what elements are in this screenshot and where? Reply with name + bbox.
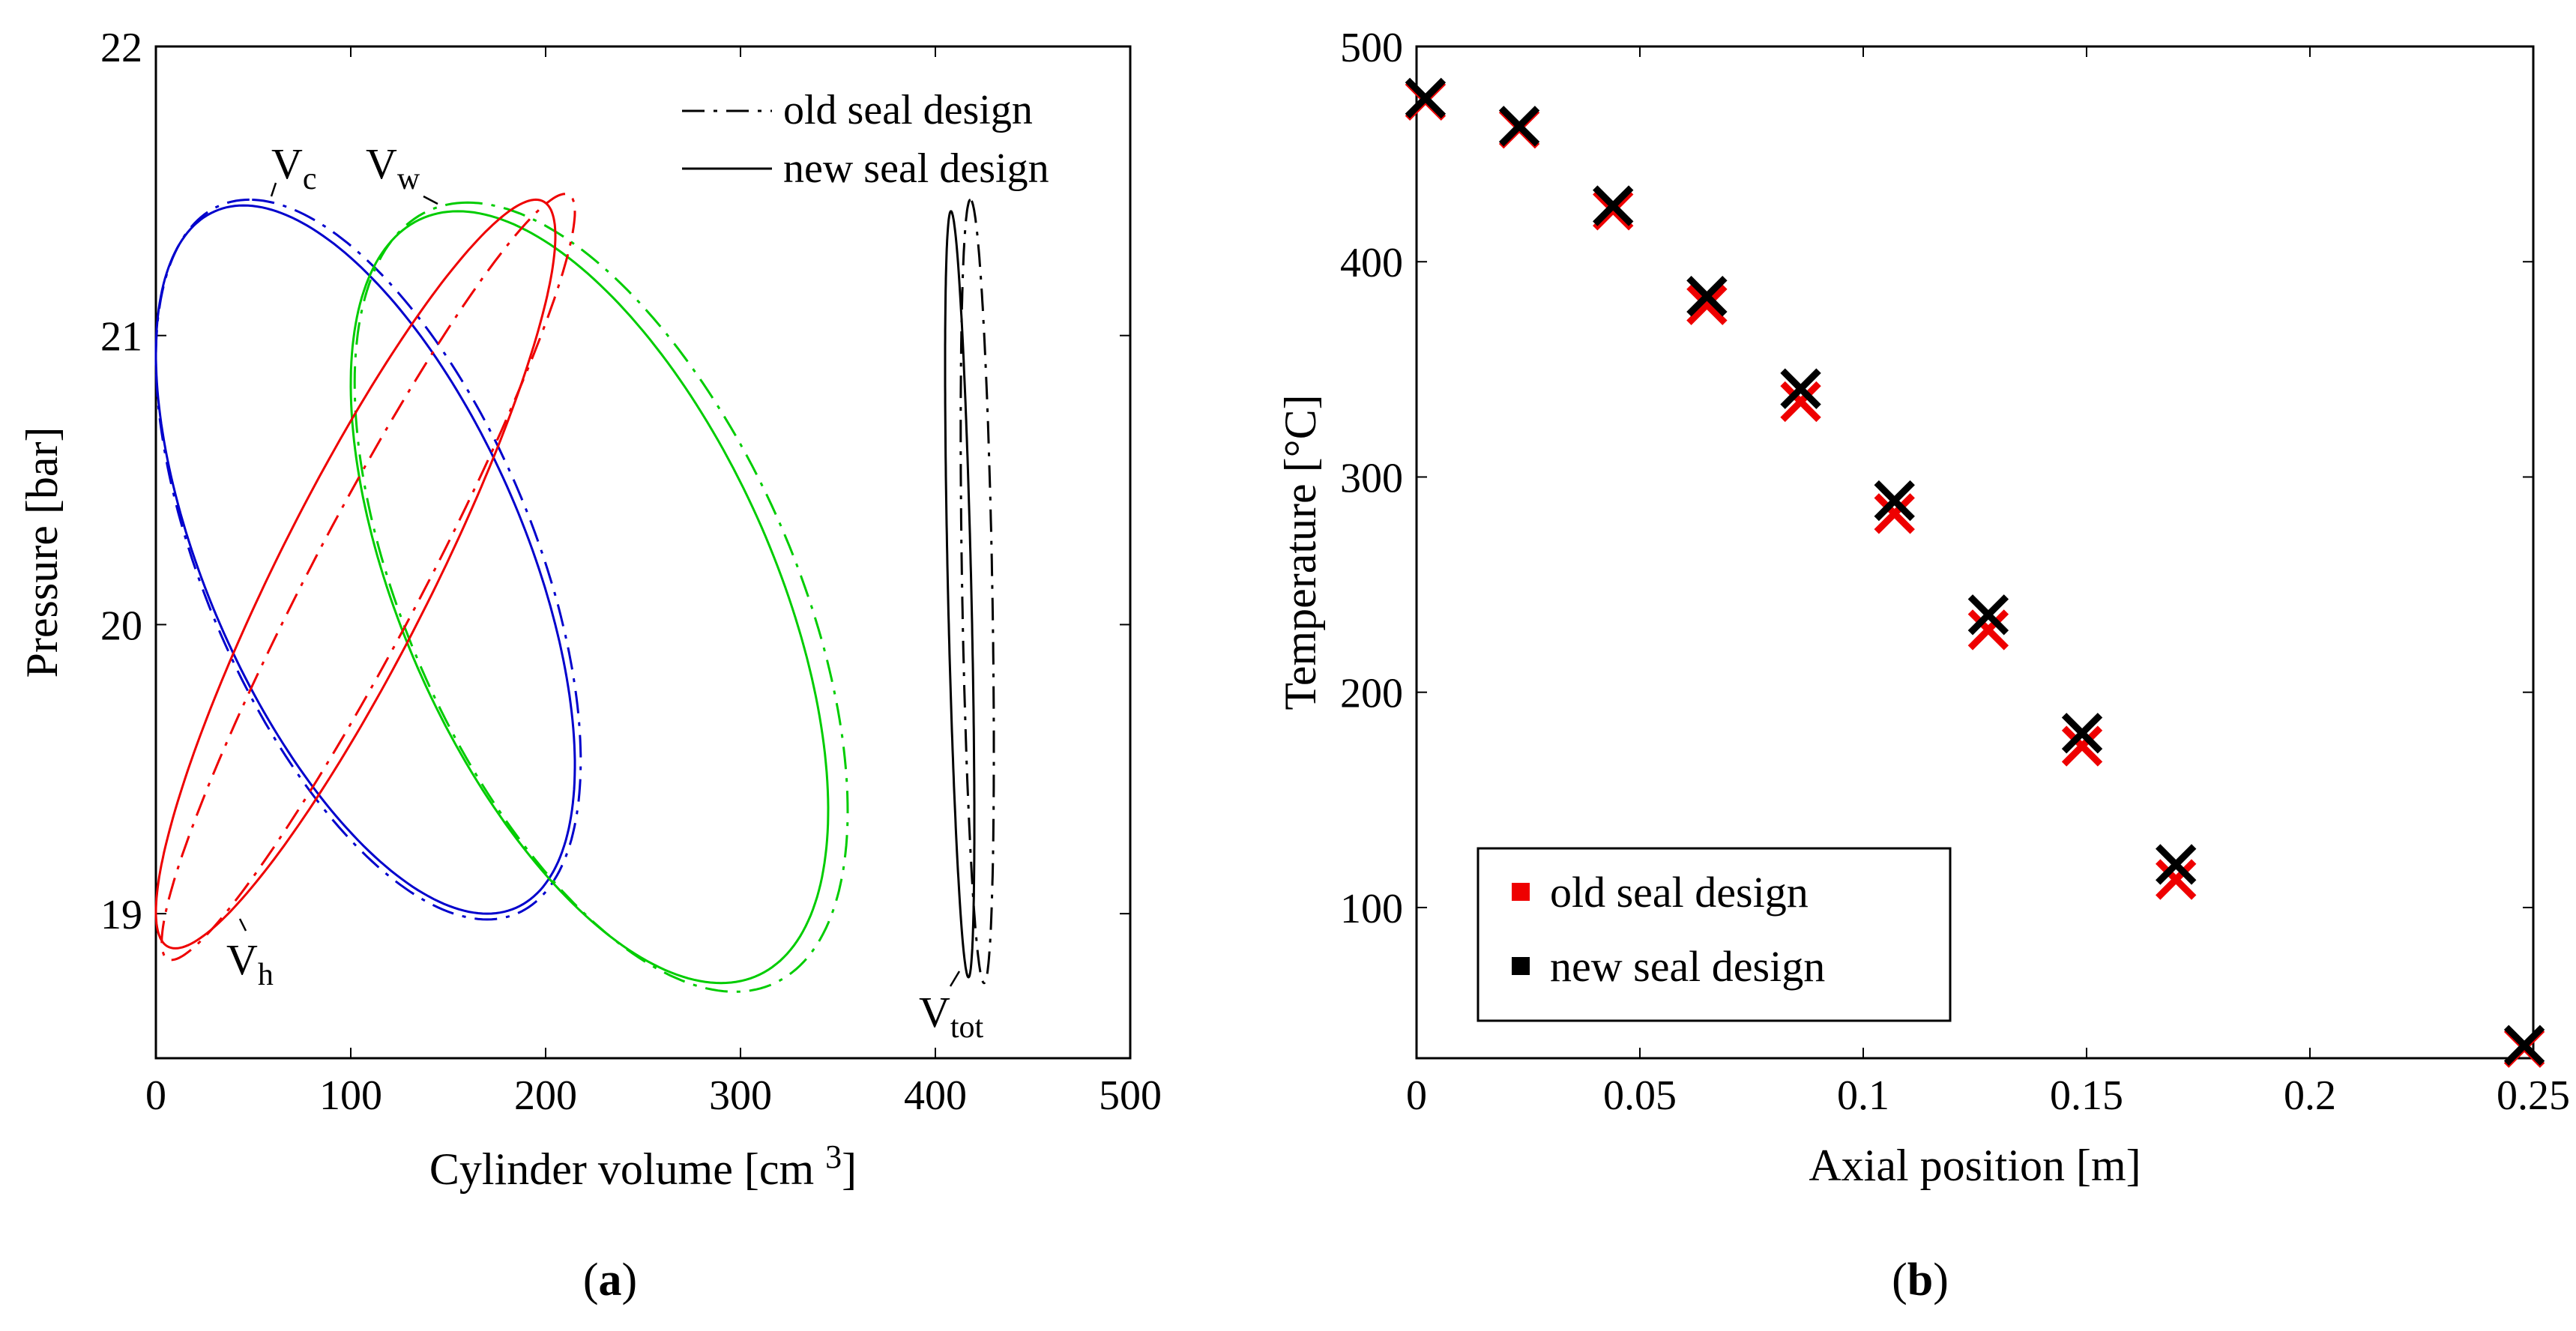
- y-tick-label: 100: [1340, 886, 1403, 932]
- panel-b-x-axis-label: Axial position [m]: [1809, 1141, 2141, 1190]
- annotation-vc: Vc: [271, 139, 317, 196]
- cycle-vw-old: [353, 201, 849, 993]
- y-tick-label: 300: [1340, 455, 1403, 501]
- point-new-seal-design-3: [1686, 276, 1728, 317]
- panel-b-legend: old seal design new seal design: [1476, 847, 1952, 1022]
- x-tick-label: 0: [145, 1072, 166, 1119]
- y-tick-label: 200: [1340, 671, 1403, 717]
- x-tick-label: 0.05: [1603, 1072, 1677, 1119]
- annotation-vh: Vh: [226, 935, 274, 992]
- annotation-vh-leader: [238, 918, 247, 932]
- x-tick-label: 0.1: [1837, 1072, 1889, 1119]
- y-tick-label: 21: [100, 314, 142, 360]
- panel-a-y-axis-label: Pressure [bar]: [17, 427, 67, 678]
- y-tick-label: 22: [100, 25, 142, 71]
- y-tick-label: 19: [100, 892, 142, 938]
- cycle-vtot-old: [959, 198, 995, 985]
- panel-a-curves: [154, 193, 995, 993]
- cycle-vc-old: [154, 198, 582, 921]
- legend-old-seal-label: old seal design: [783, 87, 1033, 133]
- panel-a-legend: old seal design new seal design: [682, 87, 1049, 192]
- panel-b-points: [1405, 77, 2545, 1068]
- panel-a-x-axis-label: Cylinder volume [cm 3]: [429, 1138, 857, 1194]
- point-old-seal-design-4: [1780, 381, 1821, 423]
- cycle-vtot-new: [944, 210, 976, 979]
- annotation-vw-leader: [423, 195, 438, 205]
- panel-a-annotations: Vc Vw Vh Vtot: [226, 139, 984, 1045]
- cycle-vh-new: [154, 198, 557, 950]
- point-old-seal-design-7: [2061, 725, 2103, 767]
- panel-b-y-axis-label: Temperature [°C]: [1276, 394, 1325, 710]
- x-tick-label: 200: [514, 1072, 577, 1119]
- point-new-seal-design-8: [2156, 844, 2197, 885]
- x-tick-label: 0.25: [2497, 1072, 2570, 1119]
- legend-box: [1476, 847, 1952, 1022]
- y-tick-label: 20: [100, 603, 142, 649]
- point-new-seal-design-0: [1405, 77, 1447, 119]
- annotation-vc-leader: [270, 182, 277, 197]
- panel-a-label: (a): [583, 1255, 637, 1306]
- legend-old-seal-label: old seal design: [1550, 868, 1809, 917]
- panel-b-ticks: 0 0.05 0.1 0.15 0.2 0.25 100 200 300 400 500: [1340, 25, 2570, 1119]
- point-new-seal-design-9: [2503, 1024, 2545, 1066]
- x-tick-label: 100: [319, 1072, 382, 1119]
- point-new-seal-design-5: [1874, 480, 1915, 522]
- annotation-vtot-leader: [949, 971, 961, 987]
- point-new-seal-design-6: [1967, 594, 2009, 636]
- point-old-seal-design-6: [1967, 609, 2009, 651]
- annotation-vw: Vw: [366, 139, 420, 196]
- legend-new-seal-label: new seal design: [1550, 942, 1825, 991]
- point-new-seal-design-7: [2061, 713, 2103, 754]
- x-tick-label: 500: [1099, 1072, 1162, 1119]
- legend-new-seal-label: new seal design: [783, 145, 1049, 192]
- cycle-vw-new: [349, 210, 830, 985]
- x-tick-label: 0.15: [2050, 1072, 2123, 1119]
- point-old-seal-design-5: [1874, 493, 1915, 534]
- point-new-seal-design-4: [1780, 368, 1821, 409]
- cycle-vc-new: [154, 204, 576, 915]
- x-tick-label: 300: [709, 1072, 772, 1119]
- panel-b-axes-frame: [1415, 45, 2535, 1060]
- x-tick-label: 0: [1406, 1072, 1427, 1119]
- y-tick-label: 500: [1340, 25, 1403, 71]
- point-old-seal-design-3: [1686, 284, 1728, 325]
- y-tick-label: 400: [1340, 240, 1403, 286]
- panel-b: 0 0.05 0.1 0.15 0.2 0.25 100 200 300 400 500 old s…: [1276, 25, 2570, 1306]
- annotation-vtot: Vtot: [919, 988, 984, 1045]
- legend-old-seal-marker: [1512, 883, 1530, 901]
- legend-new-seal-marker: [1512, 957, 1530, 975]
- panel-a: 0 100 200 300 400 500 19 20 21 22 old seal design…: [17, 25, 1162, 1306]
- cycle-vh-old: [160, 193, 576, 962]
- panel-a-axes-frame: [154, 45, 1132, 1060]
- x-tick-label: 0.2: [2284, 1072, 2336, 1119]
- x-tick-label: 400: [904, 1072, 967, 1119]
- panel-b-label: (b): [1892, 1255, 1949, 1306]
- point-new-seal-design-1: [1498, 106, 1540, 147]
- point-new-seal-design-2: [1593, 185, 1634, 226]
- panel-a-ticks: 0 100 200 300 400 500 19 20 21 22: [100, 25, 1162, 1119]
- point-old-seal-design-8: [2156, 859, 2197, 900]
